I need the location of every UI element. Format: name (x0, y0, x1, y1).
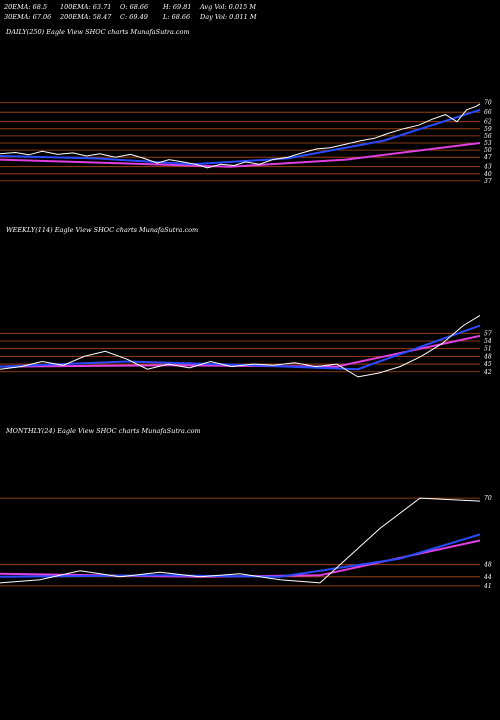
low-label: L: 68.66 (163, 13, 191, 21)
header-row-1-d: H: 69.81 (163, 3, 192, 11)
price-line-p1 (0, 314, 481, 378)
y-tick-label-p0-9: 40 (483, 171, 492, 178)
monthly-panel-title: MONTHLY(24) Eagle View SHOC charts Munaf… (6, 427, 201, 435)
ema30-label: 30EMA: 67.06 (4, 13, 52, 21)
header-row-2-d: L: 68.66 (163, 13, 190, 21)
high-label: H: 69.81 (163, 3, 192, 11)
daily-panel-title: DAILY(250) Eagle View SHOC charts Munafa… (6, 28, 190, 36)
y-tick-label-p0-10: 37 (484, 178, 492, 185)
ema-magenta-line-p0 (0, 142, 481, 168)
header-row-2-b: 200EMA: 58.47 (60, 13, 111, 21)
y-tick-label-p2-1: 48 (483, 562, 492, 569)
ema-blue-line-p0 (0, 108, 481, 166)
ema-blue-line-p1 (0, 324, 481, 371)
header-row-1-e: Avg Vol: 0.015 M (200, 3, 256, 11)
y-tick-label-p0-2: 62 (484, 119, 492, 126)
header-row-1: 20EMA: 68.5 (4, 3, 47, 11)
y-tick-label-p0-3: 59 (484, 126, 492, 133)
y-tick-label-p0-0: 70 (484, 100, 492, 107)
ema200-label: 200EMA: 58.47 (60, 13, 112, 21)
y-tick-label-p2-3: 41 (483, 583, 492, 590)
y-tick-label-p0-1: 66 (484, 109, 492, 116)
y-tick-label-p1-3: 48 (483, 353, 492, 360)
y-tick-label-p1-4: 45 (483, 361, 492, 368)
y-tick-label-p1-5: 42 (483, 369, 492, 376)
price-line-p0 (0, 103, 481, 169)
header-row-1-c: O: 68.66 (120, 3, 148, 11)
y-tick-label-p0-8: 43 (483, 164, 492, 171)
y-tick-label-p1-1: 54 (484, 338, 492, 345)
day-vol-label: Day Vol: 0.011 M (200, 13, 257, 21)
header-row-2-e: Day Vol: 0.011 M (200, 13, 257, 21)
y-tick-label-p0-5: 53 (484, 140, 492, 147)
y-tick-label-p1-2: 51 (484, 346, 492, 353)
open-label: O: 68.66 (120, 3, 149, 11)
ema20-label: 20EMA: 68.5 (4, 3, 48, 11)
ema-magenta-line-p2 (0, 539, 481, 578)
y-tick-label-p1-0: 57 (484, 330, 492, 337)
ema-blue-line-p2 (0, 533, 481, 578)
header-row-1-b: 100EMA: 63.71 (60, 3, 111, 11)
price-line-p2 (0, 497, 481, 584)
weekly-panel-title: WEEKLY(114) Eagle View SHOC charts Munaf… (6, 226, 199, 234)
header-row-2: 30EMA: 67.06 (4, 13, 51, 21)
y-tick-label-p0-7: 47 (483, 154, 492, 161)
avg-vol-label: Avg Vol: 0.015 M (200, 3, 257, 11)
header-row-2-c: C: 69.49 (120, 13, 148, 21)
y-tick-label-p0-4: 56 (484, 133, 492, 140)
y-tick-label-p2-0: 70 (484, 495, 492, 502)
ema100-label: 100EMA: 63.71 (60, 3, 112, 11)
y-tick-label-p2-2: 44 (483, 574, 492, 581)
close-label: C: 69.49 (120, 13, 148, 21)
y-tick-label-p0-6: 50 (484, 147, 492, 154)
